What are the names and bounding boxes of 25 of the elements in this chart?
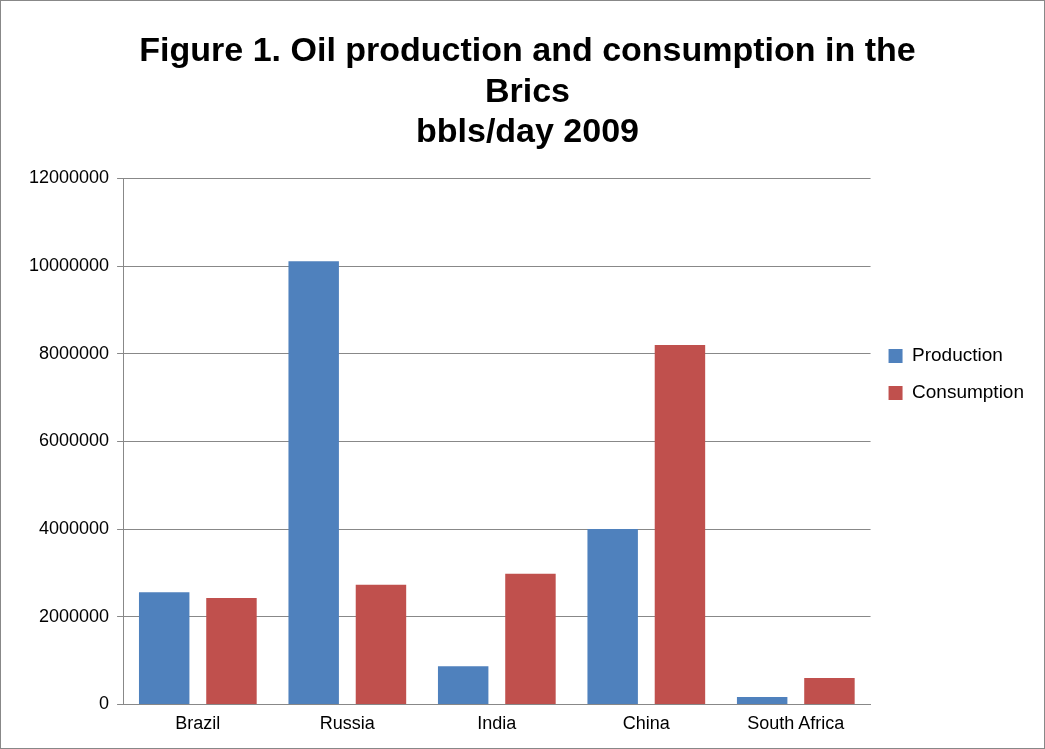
y-tick-label: 0: [99, 693, 110, 714]
bar: [138, 592, 190, 704]
x-tick-label: Brazil: [175, 713, 221, 734]
bar: [206, 597, 257, 704]
x-tick-label: India: [477, 713, 518, 734]
x-tick-label: China: [622, 713, 671, 734]
legend-label: Consumption: [912, 381, 1024, 403]
y-tick-label: 10000000: [28, 255, 110, 276]
x-tick-label: Russia: [319, 713, 376, 734]
bar: [587, 529, 638, 704]
y-tick-label: 2000000: [39, 605, 110, 626]
bar: [736, 696, 788, 704]
bar: [505, 573, 556, 704]
y-tick-label: 6000000: [39, 430, 110, 451]
chart-subtitle: bbls/day 2009: [415, 111, 640, 150]
y-tick-label: 4000000: [39, 518, 110, 539]
y-tick-label: 12000000: [28, 167, 110, 188]
bar: [355, 584, 407, 704]
bar: [288, 261, 339, 704]
legend-label: Production: [912, 344, 1003, 366]
bar: [437, 666, 489, 704]
bar: [654, 344, 706, 704]
y-tick-label: 8000000: [39, 342, 110, 363]
bar: [804, 678, 855, 704]
x-tick-label: South Africa: [747, 713, 846, 734]
